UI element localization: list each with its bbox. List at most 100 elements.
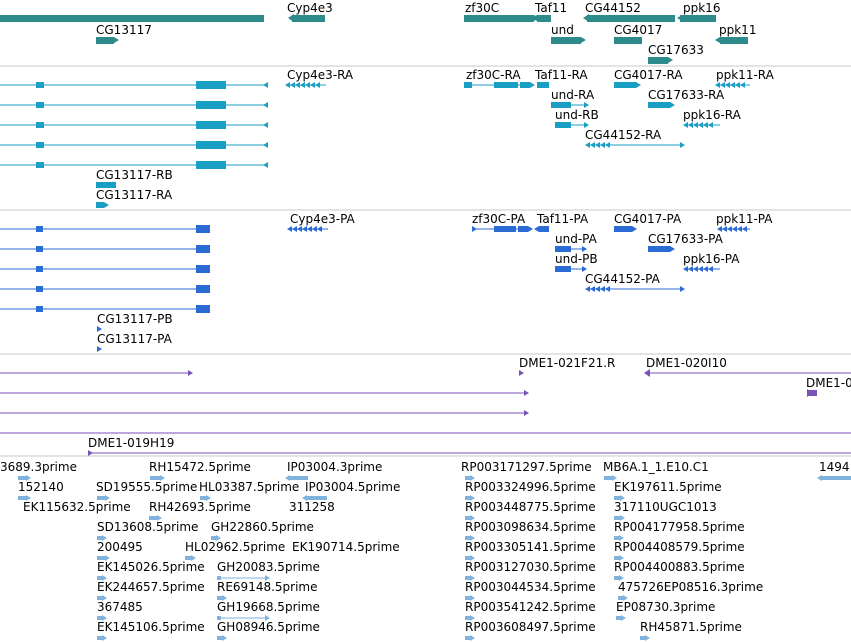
strand-arrow-icon <box>677 15 682 21</box>
exon[interactable] <box>196 141 226 149</box>
clone-end[interactable] <box>807 390 817 396</box>
exon[interactable] <box>196 225 210 233</box>
exon[interactable] <box>196 161 226 169</box>
est-feature[interactable] <box>640 636 645 640</box>
exon[interactable] <box>36 122 44 128</box>
exon[interactable] <box>196 245 210 253</box>
gene-feature[interactable] <box>614 37 642 44</box>
exon[interactable] <box>36 162 44 168</box>
exon[interactable] <box>539 226 549 232</box>
est-feature[interactable] <box>217 576 221 580</box>
est-feature[interactable] <box>97 576 102 580</box>
protein-label: CG17633-PA <box>648 232 724 246</box>
exon[interactable] <box>555 122 571 128</box>
exon[interactable] <box>36 286 43 292</box>
gene-feature[interactable] <box>648 57 668 64</box>
est-feature[interactable] <box>217 596 222 600</box>
gene-feature[interactable] <box>551 37 581 44</box>
exon[interactable] <box>196 101 226 109</box>
est-feature[interactable] <box>97 636 102 640</box>
protein-label: ppk11-PA <box>716 212 773 226</box>
est-label: GH19668.5prime <box>217 600 320 614</box>
gene-feature[interactable] <box>292 15 325 22</box>
est-feature[interactable] <box>465 476 470 480</box>
exon[interactable] <box>520 82 530 88</box>
strand-arrow-icon <box>102 615 107 621</box>
exon[interactable] <box>648 102 670 108</box>
exon[interactable] <box>518 226 528 232</box>
est-feature[interactable] <box>18 476 26 480</box>
est-feature[interactable] <box>616 616 621 620</box>
gene-feature[interactable] <box>720 37 748 44</box>
gene-feature[interactable] <box>537 15 551 22</box>
exon[interactable] <box>196 305 210 313</box>
est-feature[interactable] <box>97 536 102 540</box>
exon[interactable] <box>36 142 44 148</box>
est-feature[interactable] <box>465 636 470 640</box>
strand-arrow-icon <box>263 142 268 148</box>
est-feature[interactable] <box>211 536 216 540</box>
exon[interactable] <box>494 226 516 232</box>
exon[interactable] <box>36 102 44 108</box>
exon[interactable] <box>36 306 43 312</box>
gene-feature[interactable] <box>587 15 675 22</box>
est-feature[interactable] <box>217 616 221 620</box>
est-feature[interactable] <box>200 496 206 500</box>
exon[interactable] <box>196 81 226 89</box>
exon[interactable] <box>555 246 571 252</box>
est-feature[interactable] <box>290 476 308 480</box>
est-feature[interactable] <box>822 476 851 480</box>
exon[interactable] <box>494 82 518 88</box>
strand-arrow-icon <box>105 495 110 501</box>
exon[interactable] <box>614 82 636 88</box>
est-feature[interactable] <box>185 556 191 560</box>
est-feature[interactable] <box>465 536 470 540</box>
est-feature[interactable] <box>465 576 470 580</box>
est-feature[interactable] <box>465 516 470 520</box>
est-feature[interactable] <box>465 496 470 500</box>
gene-label: CG17633 <box>648 43 704 57</box>
strand-chevron-icon <box>285 82 290 88</box>
exon[interactable] <box>36 246 43 252</box>
est-feature[interactable] <box>465 556 470 560</box>
est-feature[interactable] <box>614 576 619 580</box>
est-feature[interactable] <box>614 556 619 560</box>
est-feature[interactable] <box>465 616 470 620</box>
gene-feature[interactable] <box>96 37 114 44</box>
est-feature[interactable] <box>604 476 612 480</box>
est-feature[interactable] <box>97 596 102 600</box>
exon[interactable] <box>36 82 44 88</box>
exon[interactable] <box>196 265 210 273</box>
est-feature[interactable] <box>614 496 620 500</box>
est-feature[interactable] <box>618 596 623 600</box>
exon[interactable] <box>96 182 116 188</box>
gene-feature[interactable] <box>464 15 534 22</box>
exon[interactable] <box>196 285 210 293</box>
exon[interactable] <box>464 82 472 88</box>
exon[interactable] <box>96 202 104 208</box>
exon[interactable] <box>555 266 571 272</box>
exon[interactable] <box>551 102 571 108</box>
est-feature[interactable] <box>18 496 26 500</box>
gene-feature[interactable] <box>0 15 264 22</box>
est-feature[interactable] <box>614 536 619 540</box>
exon[interactable] <box>614 226 632 232</box>
exon[interactable] <box>36 226 43 232</box>
est-feature[interactable] <box>149 516 157 520</box>
est-feature[interactable] <box>465 596 470 600</box>
gene-feature[interactable] <box>680 15 716 22</box>
exon[interactable] <box>537 82 549 88</box>
est-feature[interactable] <box>150 476 160 480</box>
exon[interactable] <box>36 266 43 272</box>
est-feature[interactable] <box>97 496 105 500</box>
est-feature[interactable] <box>307 496 327 500</box>
est-feature[interactable] <box>97 556 105 560</box>
est-feature[interactable] <box>614 516 620 520</box>
exon[interactable] <box>196 121 226 129</box>
est-feature[interactable] <box>97 616 102 620</box>
est-label: RH42693.5prime <box>149 500 251 514</box>
est-feature[interactable] <box>217 636 222 640</box>
est-label: EK145026.5prime <box>97 560 205 574</box>
exon[interactable] <box>648 246 670 252</box>
transcript-label: CG4017-RA <box>614 68 683 82</box>
